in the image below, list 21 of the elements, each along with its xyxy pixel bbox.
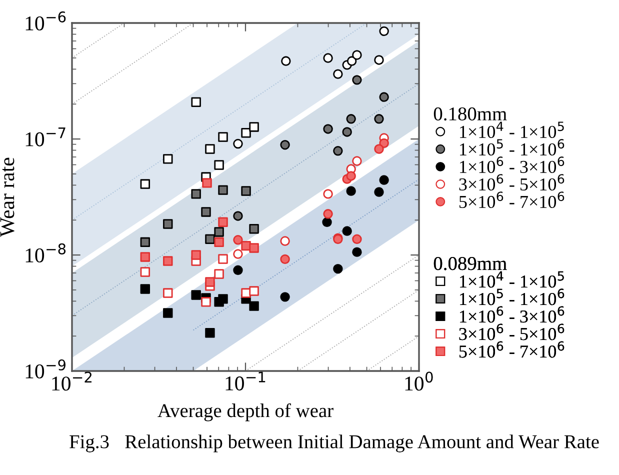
legend-label: 5×10$^{6}$ - 7×10$^{6}$ [459, 192, 564, 208]
legend-label: 3×10$^{6}$ - 5×10$^{6}$ [459, 324, 564, 340]
y-axis-title: Wear rate [0, 158, 14, 237]
legend-label: 3×10$^{6}$ - 5×10$^{6}$ [459, 174, 564, 191]
x-tick-label: 10$^{0}$ [405, 372, 433, 391]
x-tick-label: 10$^{−1}$ [226, 372, 266, 390]
legend-label: 1×10$^{5}$ - 1×10$^{6}$ [460, 139, 564, 156]
x-axis-title: Average depth of wear [158, 403, 334, 422]
legend-label: 1×10$^{5}$ - 1×10$^{6}$ [460, 288, 564, 306]
legend-label: 1×10$^{6}$ - 3×10$^{6}$ [460, 306, 564, 323]
y-tick-label: 10$^{−6}$ [26, 11, 66, 30]
legend-label: 1×10$^{4}$ - 1×10$^{5}$ [460, 271, 564, 288]
legend-label: 1×10$^{6}$ - 3×10$^{6}$ [460, 156, 564, 174]
x-tick-label: 10$^{−2}$ [52, 372, 92, 391]
y-tick-label: 10$^{−8}$ [26, 243, 66, 262]
legend-label: 5×10$^{6}$ - 7×10$^{6}$ [459, 341, 564, 358]
text: 0.089mm [434, 256, 507, 270]
legend-label: 1×10$^{4}$ - 1×10$^{5}$ [460, 122, 564, 138]
text: 0.180mm [434, 107, 507, 121]
text: Fig.3 Relationship between Initial Damage Amount and Wear Rate [70, 434, 599, 452]
y-tick-label: 10$^{−7}$ [26, 128, 66, 146]
